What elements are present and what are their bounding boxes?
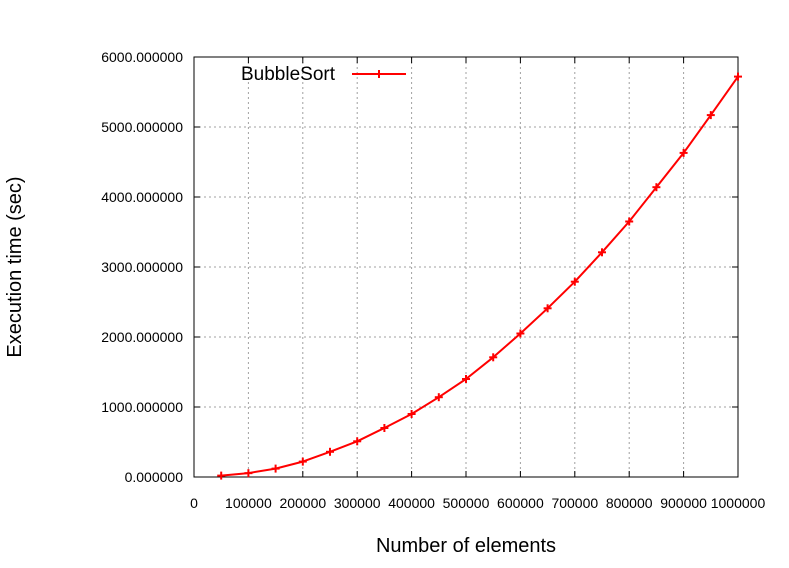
grid-lines [194,57,738,477]
y-tick-label: 5000.000000 [101,119,183,135]
series-line-bubblesort [221,76,739,477]
y-tick-labels: 0.000000 1000.000000 2000.000000 3000.00000… [101,49,183,485]
x-tick-label: 500000 [443,495,490,511]
data-point [570,277,579,286]
x-tick-label: 1000000 [711,495,766,511]
legend-label-bubblesort: BubbleSort [241,64,336,85]
data-point [652,183,661,192]
data-point [489,353,498,362]
data-point [217,471,226,480]
axis-ticks [193,56,739,478]
data-point [706,111,715,120]
y-tick-label: 1000.000000 [101,399,183,415]
data-point [462,375,470,383]
x-tick-label: 0 [190,495,198,511]
y-axis-label: Execution time (sec) [4,176,26,357]
y-tick-label: 0.000000 [125,469,184,485]
data-point [271,464,280,473]
data-point [407,410,416,418]
data-point [598,248,606,257]
y-tick-label: 2000.000000 [101,329,183,345]
data-point [244,469,253,478]
y-tick-label: 3000.000000 [101,259,183,275]
series-layer [217,72,742,480]
x-tick-labels: 0 100000 200000 300000 400000 500000 600000 700… [190,495,765,511]
x-tick-label: 800000 [606,495,653,511]
x-tick-label: 400000 [388,495,435,511]
x-tick-label: 900000 [660,495,707,511]
data-point [353,437,362,446]
x-tick-label: 300000 [334,495,381,511]
y-tick-label: 6000.000000 [101,49,183,65]
data-point [734,72,742,81]
legend-plus-marker [375,70,383,78]
data-point [679,148,688,157]
x-tick-label: 600000 [497,495,544,511]
legend: BubbleSort [241,64,406,85]
data-point [298,457,307,466]
data-point [326,447,334,456]
x-tick-label: 700000 [551,495,598,511]
x-axis-label: Number of elements [376,535,556,557]
data-point [516,329,525,338]
x-tick-label: 200000 [279,495,326,511]
data-point [434,393,443,402]
data-point [625,217,634,226]
x-tick-label: 100000 [225,495,272,511]
data-point [380,424,389,432]
data-point [543,304,552,313]
legend-marker-bubblesort [375,70,383,78]
y-tick-label: 4000.000000 [101,189,183,205]
